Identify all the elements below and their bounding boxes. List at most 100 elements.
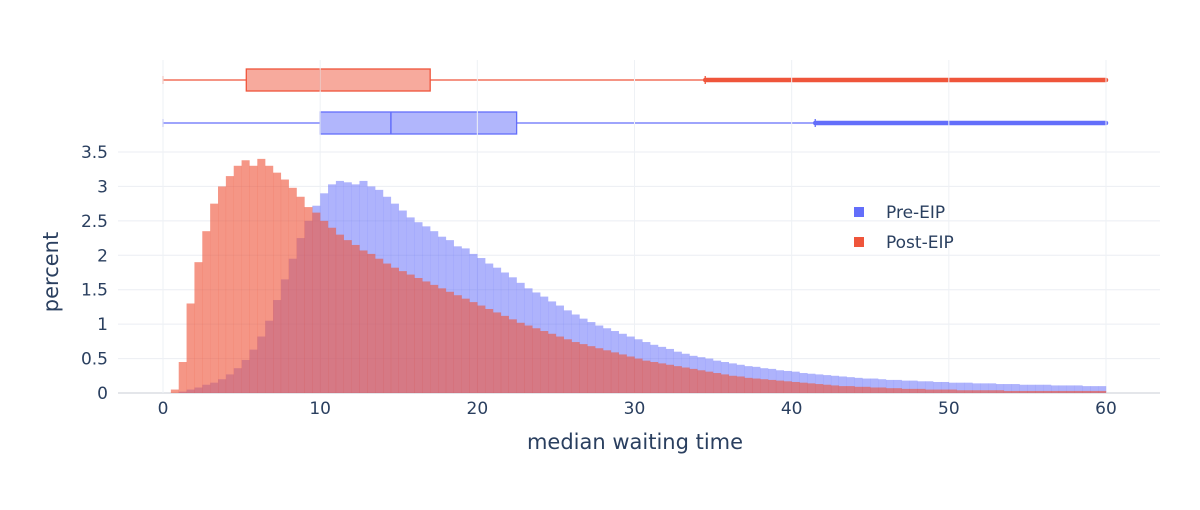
y-tick-label: 3 — [97, 177, 108, 197]
histogram-bar — [595, 348, 604, 393]
histogram-bar — [375, 258, 384, 393]
histogram-bar — [988, 383, 997, 393]
histogram-bar — [823, 384, 832, 393]
histogram-bar — [1011, 384, 1020, 393]
histogram-bar — [524, 325, 533, 393]
histogram-bar — [634, 358, 643, 393]
histogram-bar — [642, 360, 651, 393]
histogram-bar — [846, 377, 855, 393]
histogram-bar — [430, 284, 439, 393]
histogram-bar — [933, 389, 942, 393]
histogram-bar — [1066, 385, 1075, 393]
histogram-bar — [980, 390, 989, 393]
histogram-bar — [1011, 390, 1020, 393]
histogram-bar — [870, 378, 879, 393]
legend[interactable]: Pre-EIP Post-EIP — [854, 203, 954, 253]
x-tick-label: 40 — [781, 399, 803, 419]
histogram-bar — [862, 378, 871, 393]
histogram-bar — [1098, 386, 1107, 393]
histogram-bar — [249, 165, 258, 393]
histogram-bar — [328, 227, 337, 393]
histogram-bar — [885, 388, 895, 393]
histogram-bar — [1035, 384, 1044, 393]
histogram-bar — [901, 388, 910, 393]
histogram-bar — [1043, 390, 1052, 393]
histogram-bar — [956, 390, 965, 393]
histogram-bar — [995, 390, 1005, 393]
histogram-bar — [728, 375, 737, 393]
histogram-bar — [885, 379, 895, 393]
histogram-bar — [925, 381, 934, 393]
histogram-bar — [901, 380, 910, 393]
histogram-bar — [548, 333, 557, 393]
histogram-bar — [1035, 390, 1044, 393]
histogram-bar — [273, 172, 282, 393]
histogram-bar — [186, 303, 195, 393]
legend-item[interactable]: Pre-EIP — [854, 203, 945, 223]
histogram-bar — [1003, 384, 1012, 393]
histogram-bar — [917, 388, 926, 393]
histogram-bar — [775, 380, 785, 393]
histogram-bar — [383, 263, 392, 393]
histogram-bar — [170, 389, 179, 393]
histogram-bar — [815, 374, 824, 393]
histogram-bar — [768, 379, 777, 393]
histogram-bar — [980, 383, 989, 393]
y-tick-label: 0 — [97, 384, 108, 404]
histogram-bar — [1003, 390, 1012, 393]
histogram-bar — [296, 196, 305, 393]
histogram-bar — [218, 186, 227, 393]
histogram-bar — [807, 383, 816, 393]
histogram-bar — [359, 250, 368, 393]
histogram-bar — [1043, 384, 1052, 393]
histogram-bar — [178, 362, 187, 393]
histogram-bar — [689, 368, 698, 393]
y-axis-ticks: 0 0.5 1 1.5 2 2.5 3 3.5 — [81, 143, 108, 404]
histogram-bar — [791, 381, 800, 393]
histogram-bar — [280, 179, 289, 393]
y-tick-label: 0.5 — [81, 350, 108, 370]
histogram-bar — [532, 328, 541, 393]
histogram-bar — [964, 382, 973, 393]
histogram-bar — [752, 378, 761, 393]
histogram-bar — [257, 158, 266, 393]
histogram-bar — [838, 386, 847, 393]
y-tick-label: 1.5 — [81, 281, 108, 301]
box-plot — [162, 111, 1109, 135]
box-plot — [162, 68, 1109, 92]
histogram-bar — [445, 291, 454, 393]
histogram-bar — [579, 344, 588, 393]
y-tick-label: 2 — [97, 246, 108, 266]
histogram-bar — [618, 354, 627, 393]
histogram-bar — [893, 388, 902, 393]
histogram-bar — [720, 374, 729, 393]
legend-item[interactable]: Post-EIP — [854, 233, 954, 253]
histogram-bar — [194, 262, 203, 393]
histogram-bar — [304, 207, 313, 393]
histogram-bar — [469, 302, 478, 393]
histogram-bar — [1027, 384, 1036, 393]
histogram-bar — [713, 373, 722, 393]
histogram-bar — [1066, 390, 1075, 393]
histogram-bar — [846, 386, 855, 393]
histogram-bar — [956, 382, 965, 393]
histogram-bar — [1090, 386, 1099, 393]
histogram-bar — [367, 253, 376, 393]
histogram-bar — [1050, 385, 1060, 393]
histogram-bar — [972, 390, 981, 393]
histogram-bar — [988, 390, 997, 393]
histogram-bar — [603, 350, 612, 393]
histogram-bar — [854, 386, 863, 393]
histogram-bar — [398, 271, 407, 393]
histogram-bar — [909, 388, 918, 393]
histogram-bar — [697, 370, 706, 393]
histogram-bar — [1074, 385, 1083, 393]
x-tick-label: 50 — [938, 399, 960, 419]
x-axis-title: median waiting time — [527, 430, 743, 454]
histogram-bar — [878, 379, 887, 393]
histogram-bar — [288, 187, 297, 393]
histogram-bar — [909, 380, 918, 393]
y-tick-label: 2.5 — [81, 212, 108, 232]
histogram-bar — [555, 336, 564, 393]
